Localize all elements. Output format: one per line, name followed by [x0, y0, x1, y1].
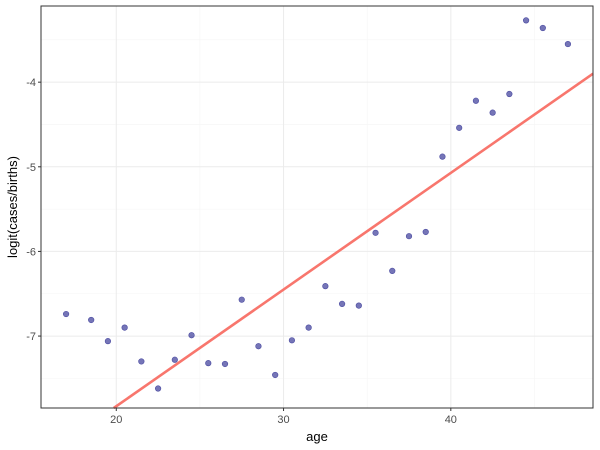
data-point — [62, 310, 70, 318]
y-tick-label: -6 — [26, 246, 36, 258]
data-point — [355, 302, 362, 309]
data-point — [104, 338, 112, 345]
data-point — [506, 90, 513, 98]
data-point — [456, 124, 463, 131]
data-point — [205, 360, 212, 367]
data-point — [255, 343, 262, 350]
data-point — [272, 371, 279, 379]
x-tick-label: 20 — [110, 414, 122, 426]
panel-background — [41, 6, 593, 408]
data-point — [188, 332, 195, 339]
x-tick-label: 30 — [277, 414, 289, 426]
data-point — [472, 97, 480, 104]
data-point — [338, 300, 346, 308]
data-point — [539, 24, 546, 32]
data-point — [288, 337, 296, 344]
data-point — [522, 17, 530, 24]
y-axis-title: logit(cases/births) — [5, 156, 20, 258]
y-tick-label: -7 — [26, 331, 36, 343]
data-point — [389, 267, 396, 274]
data-point — [305, 324, 312, 331]
x-axis-title: age — [306, 429, 328, 444]
data-point — [154, 385, 162, 392]
data-point — [121, 324, 128, 331]
regression-line — [113, 72, 594, 410]
y-tick-label: -4 — [26, 77, 36, 89]
data-point — [171, 356, 178, 363]
data-point — [322, 283, 329, 290]
grid-layer — [41, 6, 593, 408]
data-point — [221, 360, 229, 368]
x-tick-label: 40 — [445, 414, 457, 426]
points-layer — [62, 17, 572, 392]
fit-layer — [113, 72, 594, 410]
data-point — [422, 228, 429, 236]
panel-border — [40, 5, 594, 409]
data-point — [489, 109, 496, 116]
data-point — [372, 229, 379, 236]
data-point — [439, 153, 446, 160]
data-point — [88, 316, 95, 324]
data-point — [405, 233, 413, 240]
data-point — [238, 296, 245, 303]
y-tick-label: -5 — [26, 162, 36, 174]
data-point — [564, 40, 572, 48]
data-point — [138, 358, 145, 365]
axis-layer: 20 30 40 -7 -6 -5 -4 — [26, 77, 457, 426]
